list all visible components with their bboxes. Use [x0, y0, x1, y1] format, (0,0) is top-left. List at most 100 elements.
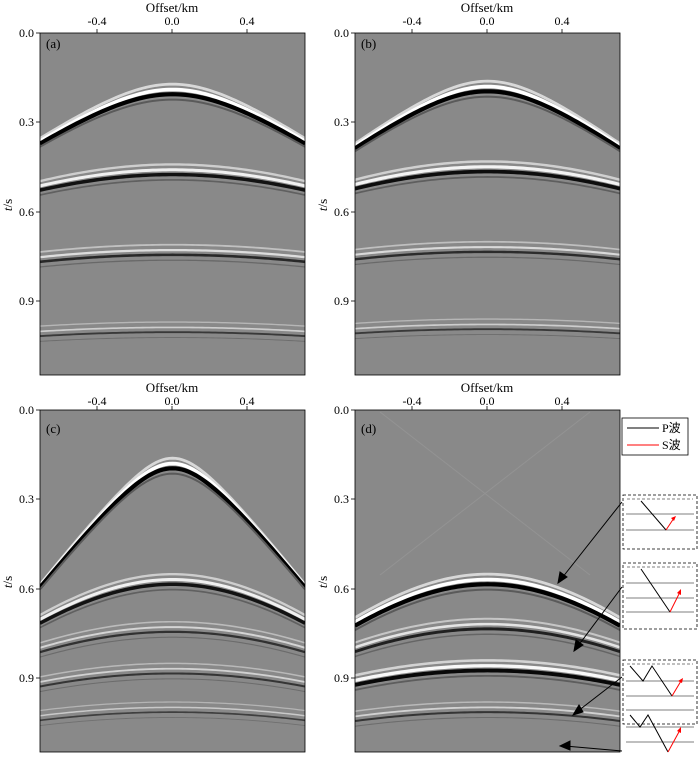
event-3-5-layer-3	[40, 711, 305, 722]
event-3-3-layer-4	[40, 636, 305, 658]
xlabel-d: Offset/km	[461, 380, 513, 395]
ticks-b	[351, 29, 563, 302]
ytick-d-3: 0.6	[334, 582, 349, 596]
ytick-b-2: 0.3	[334, 115, 349, 129]
xlabel-a: Offset/km	[146, 0, 198, 15]
event-2-3-layer-4	[355, 256, 620, 266]
xtick-c-3: 0.4	[240, 394, 255, 408]
frame-a	[39, 32, 306, 376]
event-2-3-layer-3	[355, 250, 620, 261]
xtick-a-3: 0.4	[240, 14, 255, 28]
ytick-c-2: 0.3	[19, 492, 34, 506]
ticks-c	[36, 406, 248, 679]
ylabel-a: t/s	[0, 199, 15, 211]
event-4-3-layer-3	[355, 668, 620, 687]
event-1-2-layer-4	[40, 179, 305, 196]
panel-c: Offset/km -0.4 0.0 0.4 0.0 0.3 0.6 0.9 t…	[0, 380, 306, 753]
event-1-1-layer-1	[40, 82, 305, 140]
event-3-4-layer-2	[40, 667, 305, 683]
event-1-4-layer-1	[40, 321, 305, 327]
legend-label-p: P波	[662, 421, 681, 435]
event-1-1-layer-3	[40, 92, 305, 146]
event-4-1-layer-2	[355, 577, 620, 624]
event-2-2-layer-2	[355, 165, 620, 186]
ylabel-d: t/s	[315, 576, 330, 588]
event-1-3-layer-4	[40, 259, 305, 268]
event-2-2-layer-4	[355, 176, 620, 195]
event-3-5-layer-2	[40, 706, 305, 717]
legend-label-s: S波	[662, 438, 681, 452]
event-3-3-layer-1	[40, 620, 305, 644]
panel-d: Offset/km -0.4 0.0 0.4 0.0 0.3 0.6 0.9 t…	[315, 380, 623, 753]
event-3-4-layer-1	[40, 662, 305, 678]
xtick-b-3: 0.4	[555, 14, 570, 28]
event-2-4-layer-1	[355, 318, 620, 325]
ytick-a-2: 0.3	[19, 115, 34, 129]
event-3-4-layer-3	[40, 672, 305, 688]
event-2-4-layer-2	[355, 323, 620, 330]
ray-inset-4	[626, 714, 694, 753]
ytick-d-1: 0.0	[334, 403, 349, 417]
panel-label-d: (d)	[361, 421, 376, 436]
event-4-3-layer-1	[355, 659, 620, 677]
event-3-1-layer-3	[40, 466, 305, 589]
xtick-b-1: -0.4	[403, 14, 422, 28]
panel-label-c: (c)	[46, 421, 60, 436]
event-1-3-layer-2	[40, 248, 305, 259]
event-3-1-layer-4	[40, 472, 305, 590]
xtick-c-2: 0.0	[165, 394, 180, 408]
faint-diagonals-d	[379, 411, 591, 576]
ytick-d-2: 0.3	[334, 492, 349, 506]
event-3-5-layer-4	[40, 717, 305, 727]
event-3-2-layer-4	[40, 588, 305, 629]
event-3-2-layer-3	[40, 582, 305, 625]
event-3-4-layer-4	[40, 678, 305, 693]
event-4-4-layer-3	[355, 711, 620, 723]
event-1-4-layer-2	[40, 326, 305, 333]
frame-c	[39, 409, 306, 753]
ticks-a	[36, 29, 248, 302]
event-3-3-layer-2	[40, 626, 305, 649]
event-1-1-layer-4	[40, 98, 305, 148]
event-4-3-layer-2	[355, 664, 620, 683]
xlabel-b: Offset/km	[461, 0, 513, 15]
event-3-5-layer-1	[40, 701, 305, 712]
legend: P波 S波	[621, 417, 689, 456]
event-3-2-layer-2	[40, 578, 305, 621]
ytick-a-4: 0.9	[19, 294, 34, 308]
events-d	[355, 572, 620, 727]
panel-label-a: (a)	[46, 36, 60, 51]
ytick-b-1: 0.0	[334, 26, 349, 40]
frame-d	[354, 409, 621, 753]
event-2-3-layer-2	[355, 246, 620, 256]
legend-box	[621, 417, 689, 456]
events-a	[40, 82, 305, 342]
ytick-d-4: 0.9	[334, 671, 349, 685]
ytick-c-4: 0.9	[19, 671, 34, 685]
event-4-4-layer-4	[355, 716, 620, 727]
ticks-d	[351, 406, 563, 679]
event-2-4-layer-4	[355, 334, 620, 340]
panel-b: Offset/km -0.4 0.0 0.4 0.0 0.3 0.6 0.9 t…	[315, 0, 621, 376]
xtick-b-2: 0.0	[480, 14, 495, 28]
xtick-d-1: -0.4	[403, 394, 422, 408]
event-2-2-layer-3	[355, 169, 620, 191]
panel-a: Offset/km -0.4 0.0 0.4 0.0 0.3 0.6 0.9 t…	[0, 0, 306, 376]
ytick-a-1: 0.0	[19, 26, 34, 40]
event-2-3-layer-1	[355, 240, 620, 251]
event-4-3-layer-4	[355, 674, 620, 691]
event-4-1-layer-4	[355, 588, 620, 631]
ylabel-b: t/s	[315, 199, 330, 211]
event-1-3-layer-1	[40, 243, 305, 253]
event-1-3-layer-3	[40, 253, 305, 264]
event-4-2-layer-2	[355, 622, 620, 649]
ytick-a-3: 0.6	[19, 205, 34, 219]
event-2-2-layer-1	[355, 160, 620, 181]
ytick-c-1: 0.0	[19, 403, 34, 417]
event-1-4-layer-3	[40, 331, 305, 338]
event-4-1-layer-3	[355, 582, 620, 628]
event-4-1-layer-1	[355, 572, 620, 619]
annotation-arrows	[557, 501, 623, 752]
event-1-2-layer-1	[40, 163, 305, 183]
ytick-b-3: 0.6	[334, 205, 349, 219]
